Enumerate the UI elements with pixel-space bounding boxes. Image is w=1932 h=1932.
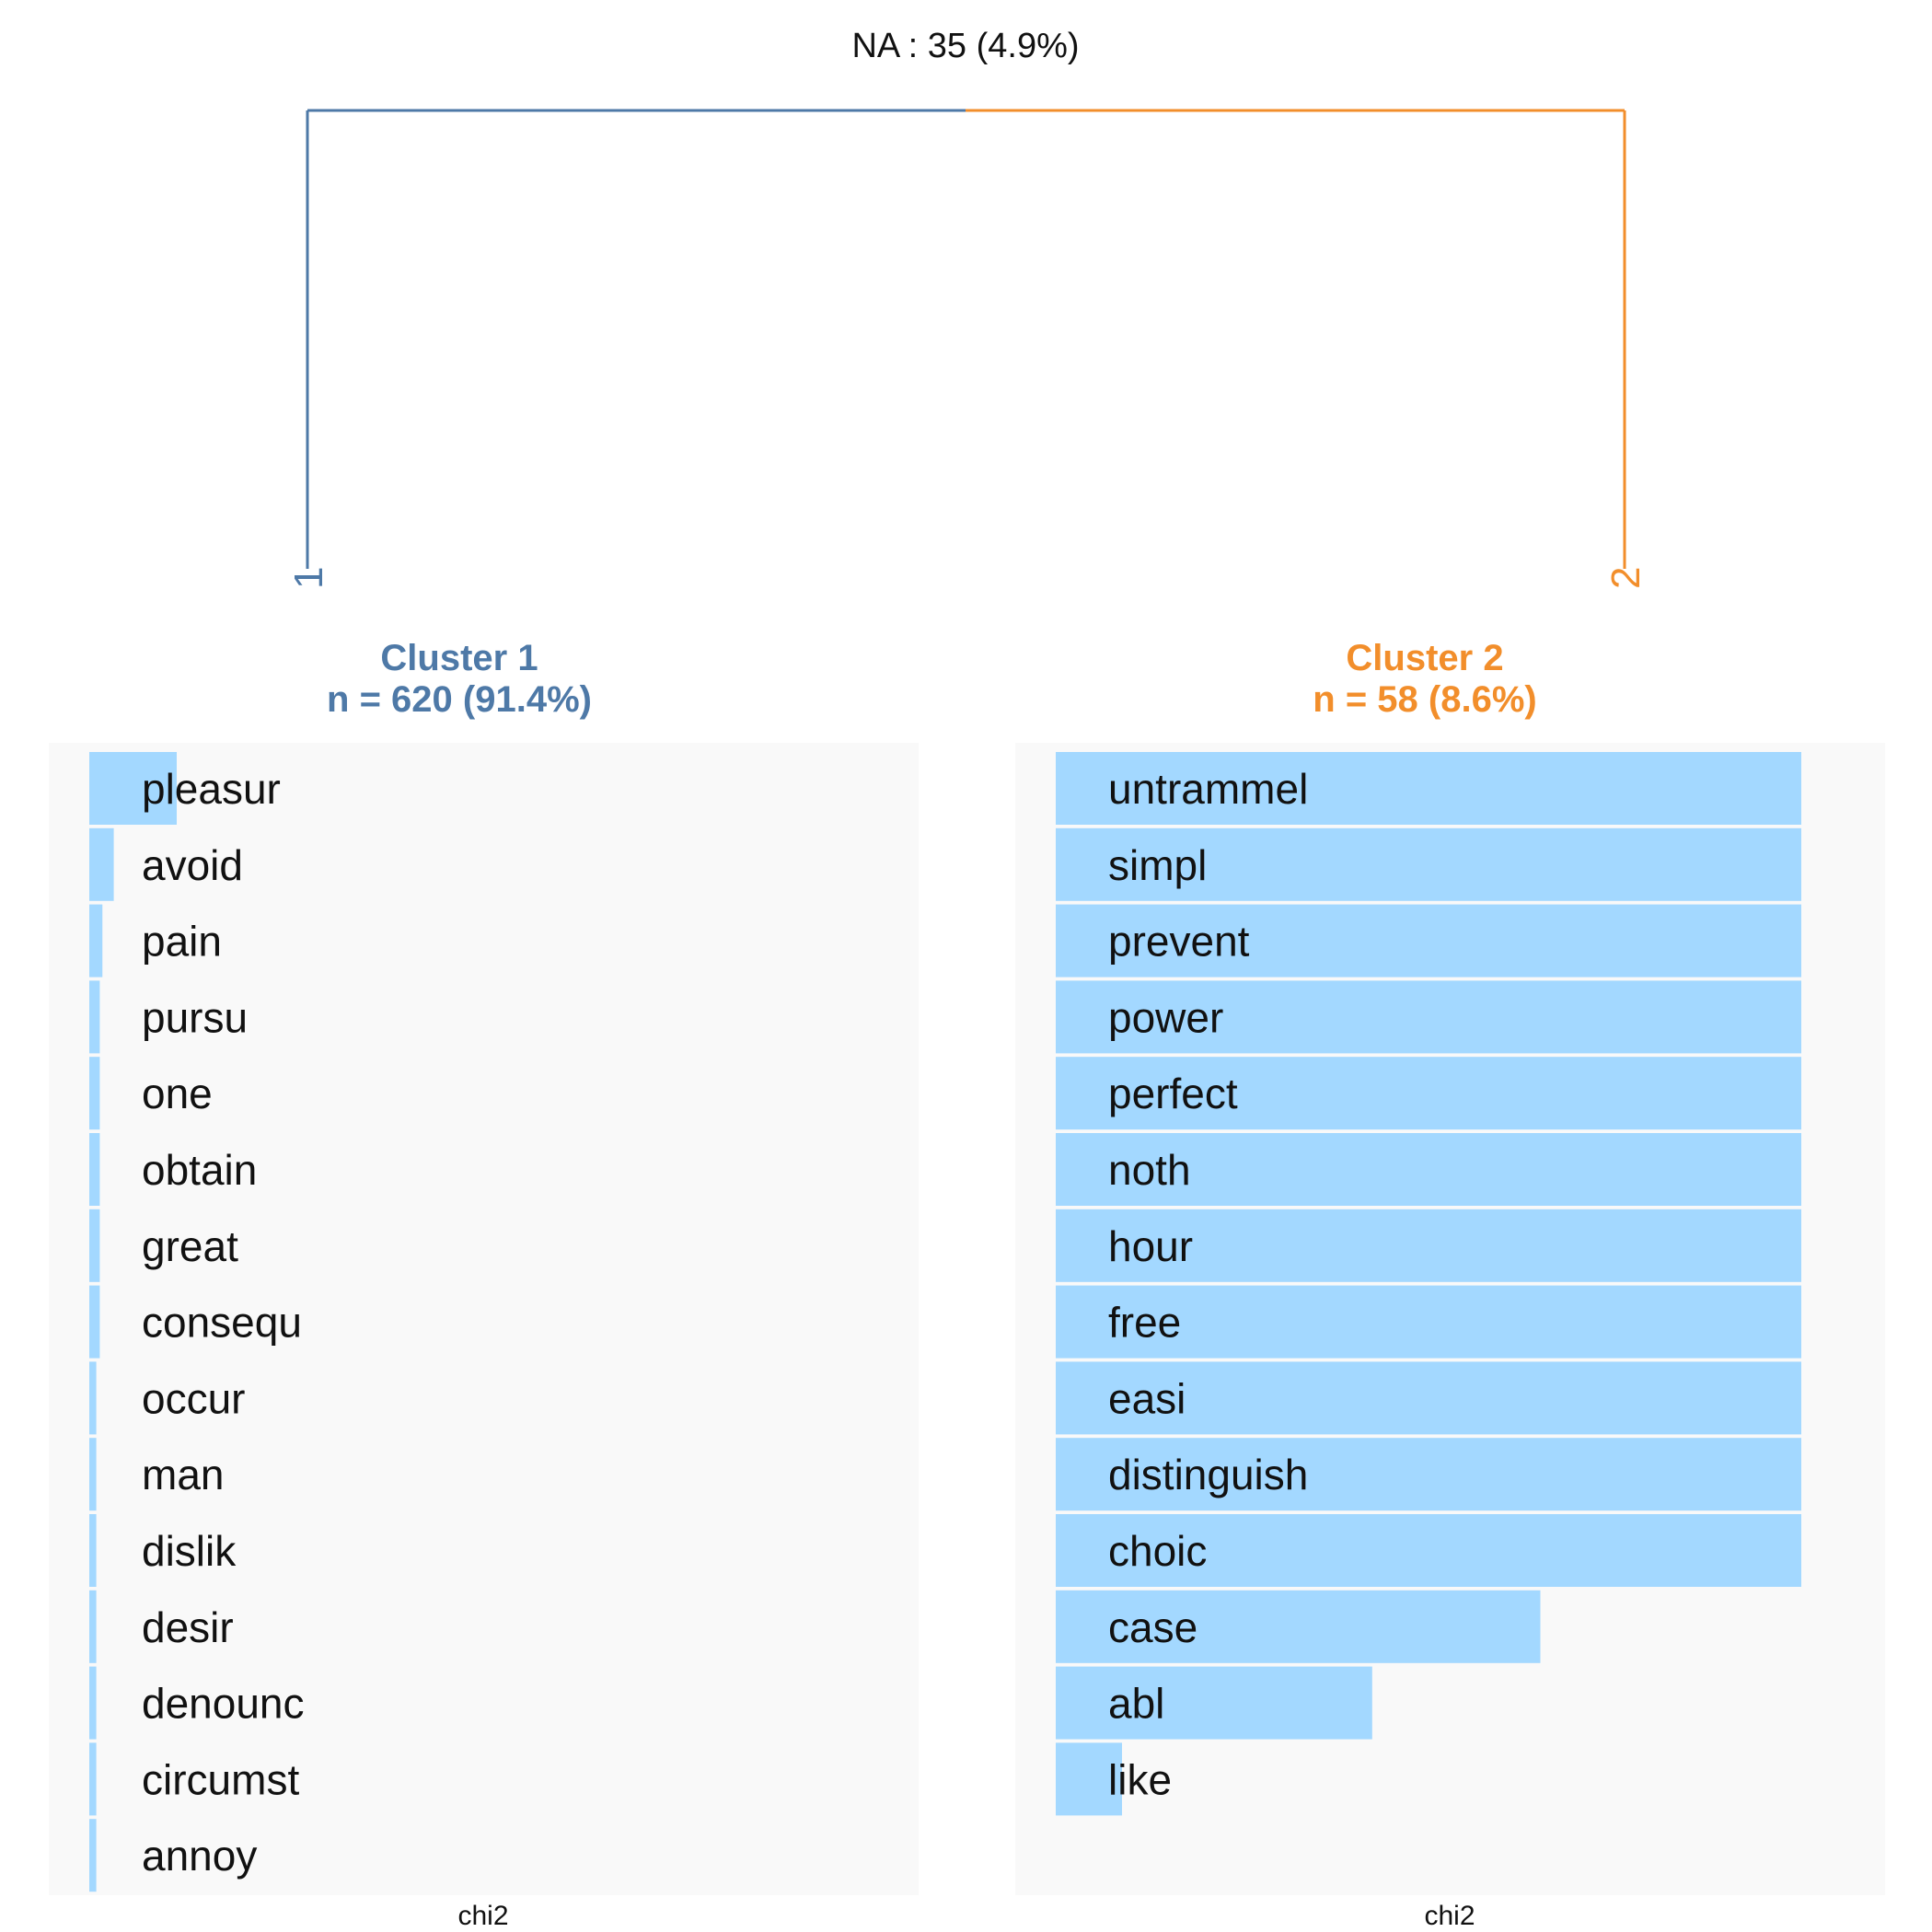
- cluster-2-bar-choic: [1056, 1514, 1801, 1587]
- cluster-2-bar-like: [1056, 1742, 1122, 1816]
- cluster-1-bar-circumst: [89, 1742, 97, 1816]
- cluster-2-term-label-choic: choic: [1108, 1527, 1207, 1575]
- cluster-2-term-label-untrammel: untrammel: [1108, 765, 1308, 813]
- cluster-1-bar-dislik: [89, 1514, 97, 1587]
- cluster-2-bar-prevent: [1056, 904, 1801, 978]
- cluster-1-term-label-occur: occur: [142, 1374, 245, 1422]
- cluster-1-bar-obtain: [89, 1133, 100, 1206]
- cluster-2-bars: untrammel simpl prevent power perfect noth hou…: [1056, 752, 1801, 1816]
- cluster-2-term-label-easi: easi: [1108, 1374, 1186, 1422]
- cluster-1-bars: pleasur avoid pain pursu one obtain great conse…: [89, 752, 305, 1892]
- cluster-1-bar-denounc: [89, 1666, 97, 1740]
- cluster-1-term-label-man: man: [142, 1451, 224, 1498]
- cluster-1-term-label-pain: pain: [142, 918, 222, 966]
- cluster-2-term-label-simpl: simpl: [1108, 841, 1207, 889]
- cluster-1-term-label-desir: desir: [142, 1603, 234, 1651]
- cluster-2-size: n = 58 (8.6%): [1313, 679, 1536, 720]
- dendrogram-leaf-label-1: 1: [286, 567, 331, 589]
- na-summary-label: NA : 35 (4.9%): [851, 27, 1079, 65]
- cluster-2-bar-untrammel: [1056, 752, 1801, 825]
- cluster-2-term-label-free: free: [1108, 1299, 1181, 1347]
- cluster-2-bar-power: [1056, 980, 1801, 1054]
- cluster-1-term-label-denounc: denounc: [142, 1680, 305, 1728]
- cluster-2-term-label-abl: abl: [1108, 1680, 1164, 1728]
- cluster-1-bar-pursu: [89, 980, 100, 1054]
- cluster-1-x-axis-label: chi2: [457, 1901, 508, 1931]
- dendrogram-tree: 1 2: [286, 109, 1649, 589]
- cluster-1-bar-pleasur: [89, 752, 177, 825]
- cluster-1-term-label-great: great: [142, 1222, 238, 1270]
- cluster-1-term-label-pursu: pursu: [142, 993, 248, 1041]
- cluster-2-bar-free: [1056, 1285, 1801, 1359]
- cluster-1-bar-man: [89, 1438, 97, 1511]
- cluster-2-bar-abl: [1056, 1666, 1372, 1740]
- cluster-2-header: Cluster 2 n = 58 (8.6%): [1313, 638, 1536, 720]
- cluster-2-bar-distinguish: [1056, 1438, 1801, 1511]
- cluster-2-bar-case: [1056, 1590, 1541, 1663]
- cluster-2-term-label-power: power: [1108, 993, 1223, 1041]
- cluster-2-bar-hour: [1056, 1209, 1801, 1282]
- cluster-1-term-label-consequ: consequ: [142, 1299, 302, 1347]
- cluster-1-size: n = 620 (91.4%): [327, 679, 592, 720]
- cluster-2-bar-simpl: [1056, 827, 1801, 901]
- cluster-1-bar-pain: [89, 904, 103, 978]
- cluster-1-term-label-one: one: [142, 1070, 213, 1117]
- cluster-1-title: Cluster 1: [380, 638, 538, 678]
- cluster-1-term-label-obtain: obtain: [142, 1146, 257, 1194]
- cluster-2-bar-noth: [1056, 1133, 1801, 1206]
- cluster-2-term-label-prevent: prevent: [1108, 918, 1250, 966]
- cluster-1-bar-occur: [89, 1361, 97, 1435]
- dendrogram-leaf-label-2: 2: [1603, 567, 1649, 589]
- cluster-2-term-label-like: like: [1108, 1755, 1172, 1803]
- cluster-2-term-label-hour: hour: [1108, 1222, 1193, 1270]
- cluster-2-term-label-case: case: [1108, 1603, 1197, 1651]
- cluster-2-title: Cluster 2: [1346, 638, 1503, 678]
- cluster-1-term-label-pleasur: pleasur: [142, 765, 281, 813]
- cluster-2-bar-perfect: [1056, 1057, 1801, 1130]
- cluster-1-header: Cluster 1 n = 620 (91.4%): [327, 638, 592, 720]
- cluster-1-bar-one: [89, 1057, 100, 1130]
- cluster-1-bar-annoy: [89, 1819, 97, 1892]
- cluster-1-bar-desir: [89, 1590, 97, 1663]
- cluster-1-term-label-avoid: avoid: [142, 841, 243, 889]
- cluster-2-term-label-perfect: perfect: [1108, 1070, 1238, 1117]
- cluster-1-panel-background: [49, 743, 919, 1895]
- cluster-1-bar-consequ: [89, 1285, 100, 1359]
- cluster-1-term-label-annoy: annoy: [142, 1832, 257, 1880]
- cluster-2-bar-easi: [1056, 1361, 1801, 1435]
- cluster-1-bar-great: [89, 1209, 100, 1282]
- cluster-1-term-label-circumst: circumst: [142, 1755, 299, 1803]
- cluster-2-term-label-distinguish: distinguish: [1108, 1451, 1308, 1498]
- cluster-1-term-label-dislik: dislik: [142, 1527, 237, 1575]
- cluster-2-term-label-noth: noth: [1108, 1146, 1191, 1194]
- cluster-2-x-axis-label: chi2: [1424, 1901, 1475, 1931]
- cluster-1-bar-avoid: [89, 827, 114, 901]
